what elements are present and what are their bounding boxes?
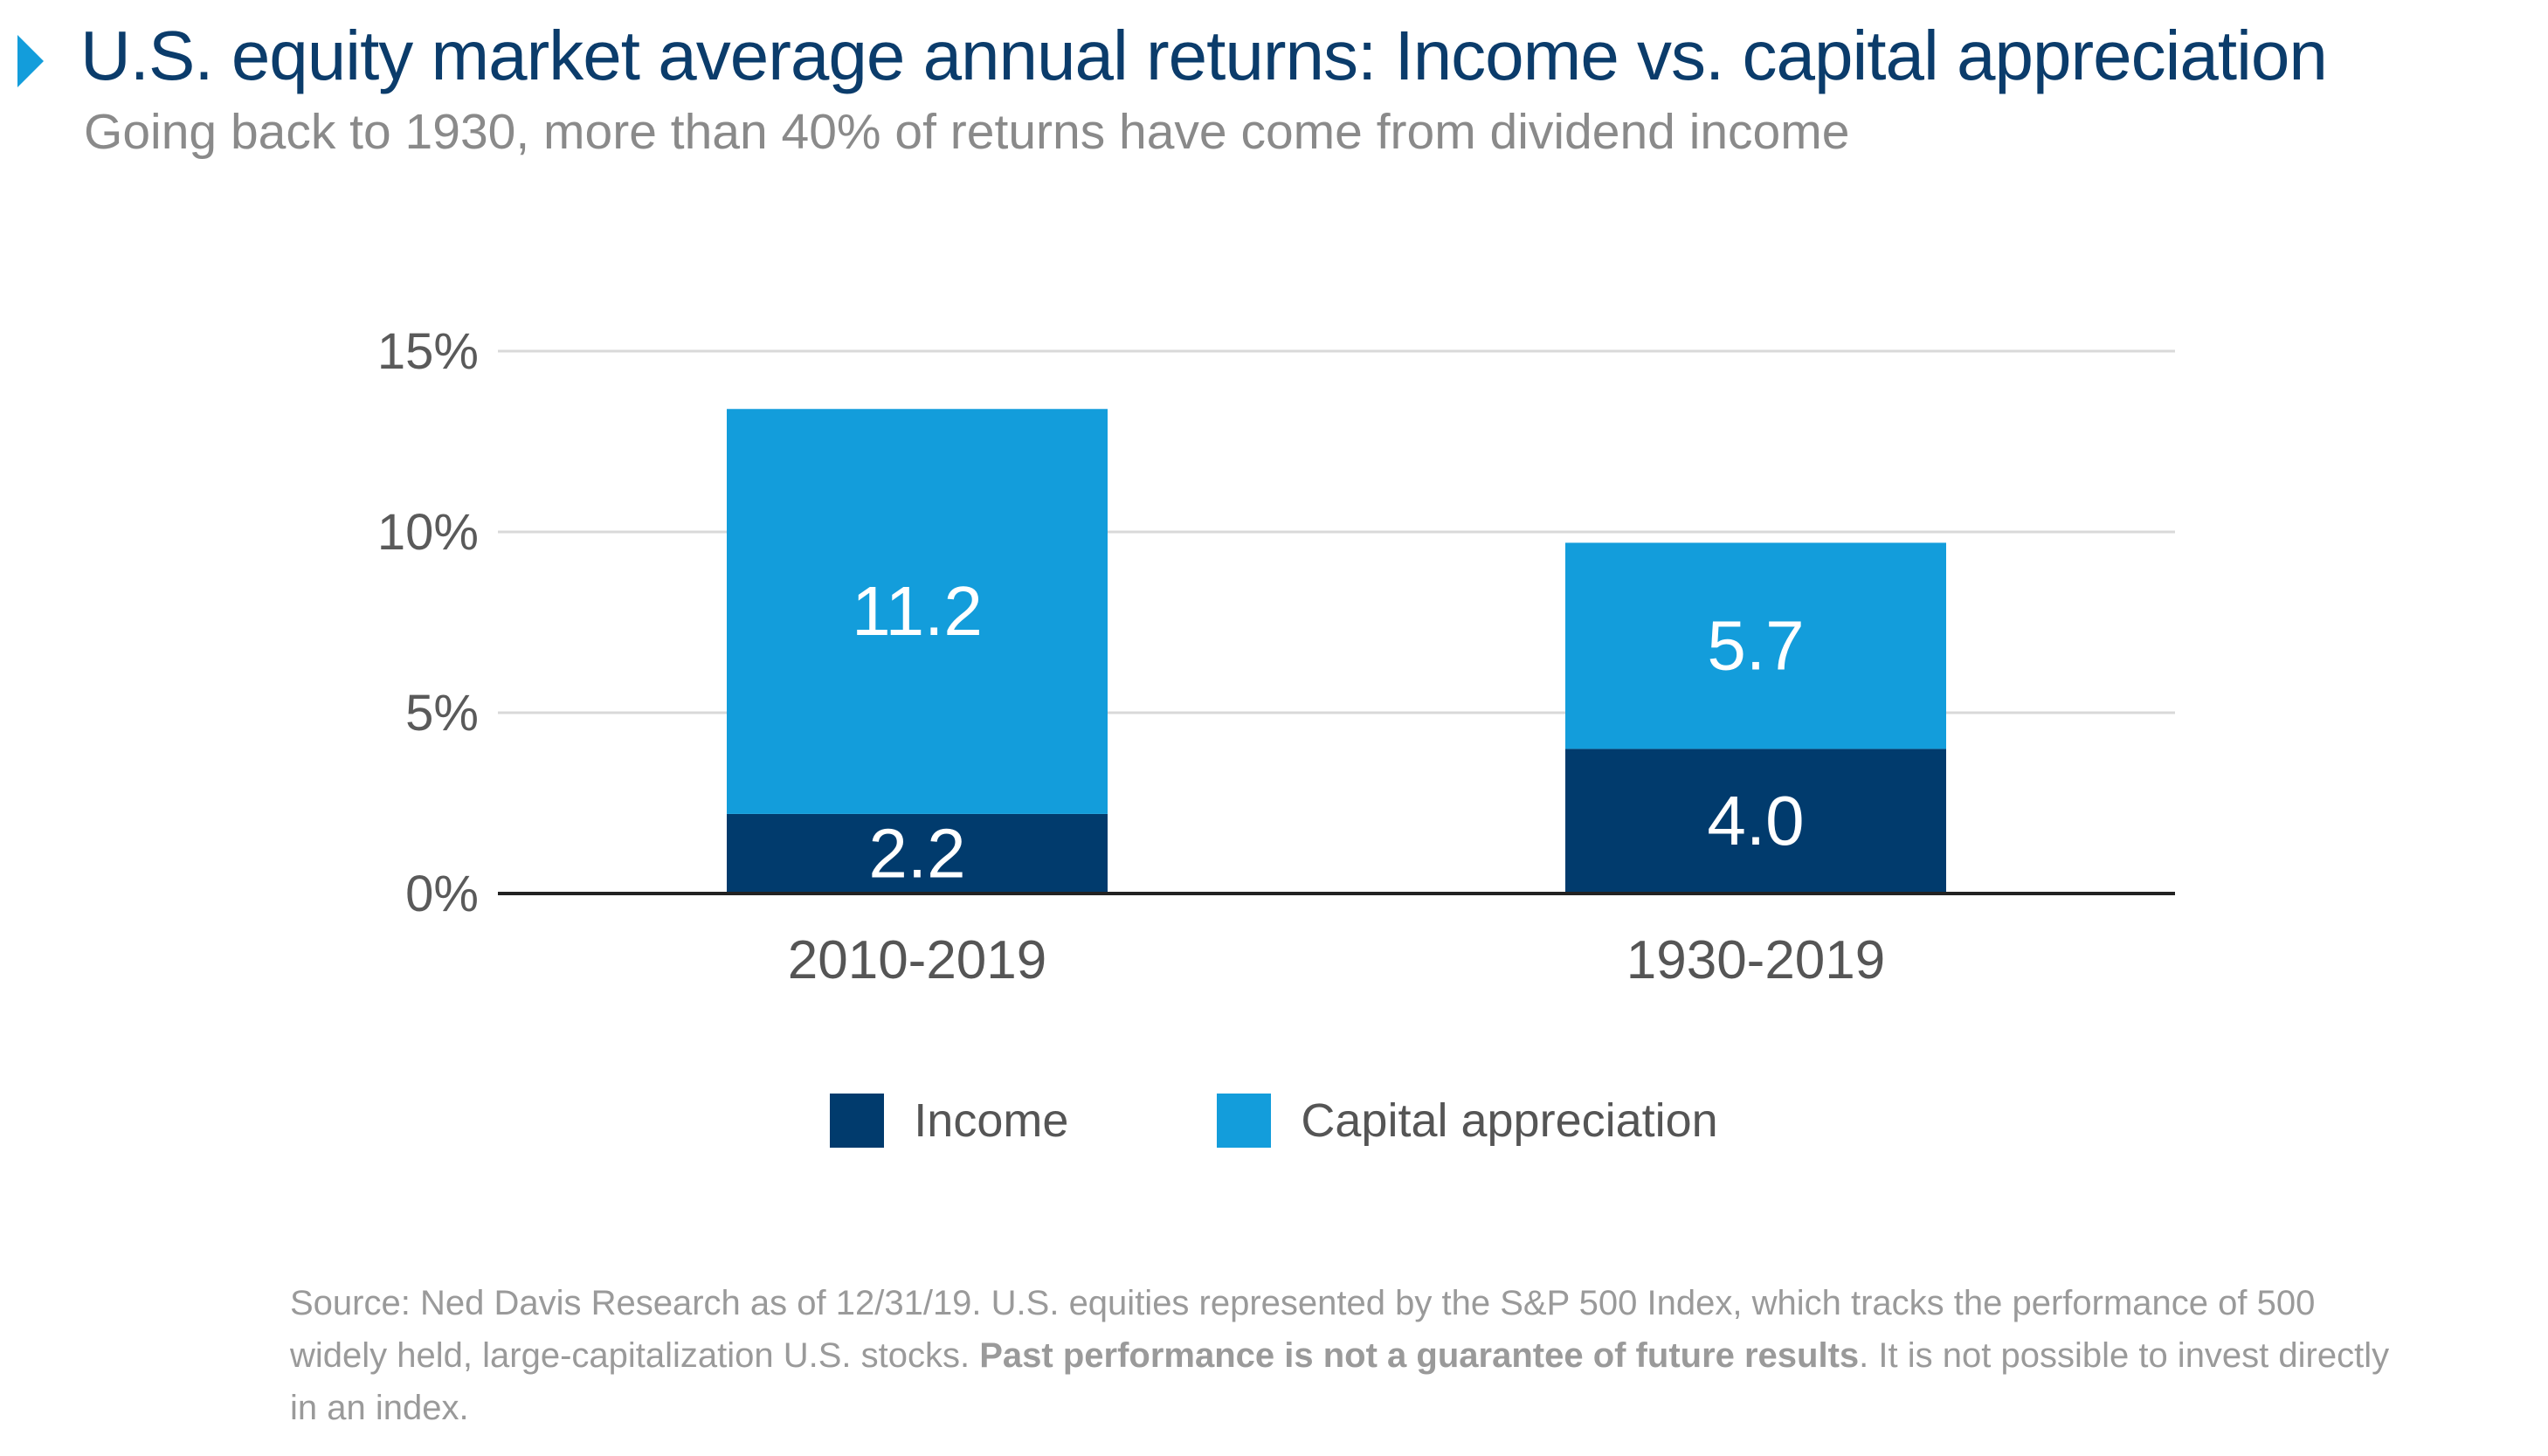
chart-title: U.S. equity market average annual return… [80, 17, 2328, 94]
x-tick-label: 2010-2019 [788, 930, 1047, 990]
bar-segment [1565, 749, 1946, 894]
bar-data-label: 2.2 [868, 814, 965, 892]
legend-item-income: Income [830, 1094, 1068, 1148]
legend: Income Capital appreciation [0, 1094, 2548, 1148]
footnote-text-index: . It is not possible to invest directly … [290, 1336, 2390, 1427]
bar-data-label: 4.0 [1707, 782, 1804, 859]
header-arrow-icon [17, 35, 44, 87]
footnote-text-disclaimer: Past performance is not a guarantee of f… [979, 1336, 1860, 1375]
y-tick-label: 15% [377, 323, 479, 380]
legend-item-capital-appreciation: Capital appreciation [1217, 1094, 1718, 1148]
legend-swatch-income [830, 1094, 885, 1148]
bar-data-label: 5.7 [1707, 606, 1804, 684]
legend-label-capital-appreciation: Capital appreciation [1301, 1094, 1718, 1147]
y-tick-label: 10% [377, 504, 479, 561]
bar-segment [727, 409, 1108, 814]
bar-segment [727, 813, 1108, 894]
legend-label-income: Income [914, 1094, 1069, 1147]
footnote-text-source: Source: Ned Davis Research as of 12/31/1… [290, 1284, 2316, 1375]
legend-swatch-capital-appreciation [1217, 1094, 1272, 1148]
bar-segment [1565, 542, 1946, 749]
chart-subtitle: Going back to 1930, more than 40% of ret… [84, 104, 1850, 160]
y-tick-label: 5% [405, 685, 479, 742]
bar-data-label: 11.2 [852, 572, 983, 650]
source-footnote: Source: Ned Davis Research as of 12/31/1… [290, 1277, 2404, 1434]
y-tick-label: 0% [405, 866, 479, 922]
x-tick-label: 1930-2019 [1626, 930, 1886, 990]
